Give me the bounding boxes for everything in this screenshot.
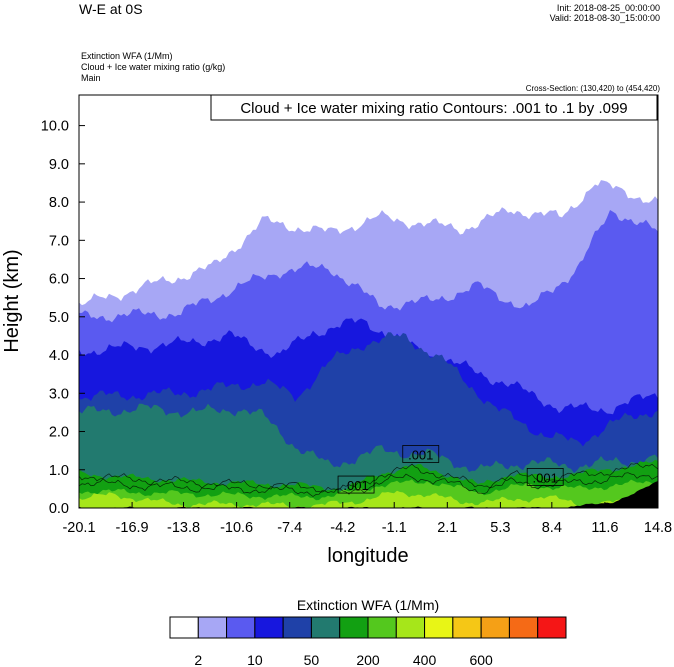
y-tick-label: 0.0 bbox=[49, 501, 69, 517]
colorbar-box bbox=[452, 616, 482, 639]
shading-level-400 bbox=[79, 490, 658, 508]
colorbar-boxes bbox=[169, 616, 567, 639]
colorbar: Extinction WFA (1/Mm) 2 10 50 200 400 600 bbox=[169, 597, 567, 667]
colorbar-label: 600 bbox=[469, 652, 493, 667]
x-tick-label: 2.1 bbox=[437, 520, 457, 536]
colorbar-box bbox=[169, 616, 199, 639]
colorbar-box bbox=[395, 616, 426, 639]
y-tick-label: 1.0 bbox=[49, 463, 69, 479]
valid-time: Valid: 2018-08-30_15:00:00 bbox=[549, 13, 660, 23]
field-name-main: Main bbox=[81, 73, 101, 83]
contour-label: .001 bbox=[408, 447, 433, 462]
y-tick-label: 3.0 bbox=[49, 386, 69, 402]
terrain bbox=[79, 481, 658, 508]
y-tick-label: 8.0 bbox=[49, 195, 69, 211]
y-tick-label: 6.0 bbox=[49, 272, 69, 288]
colorbar-label: 400 bbox=[413, 652, 437, 667]
y-tick-label: 10.0 bbox=[41, 119, 69, 135]
colorbar-box bbox=[339, 616, 369, 639]
contour-line bbox=[79, 472, 658, 497]
colorbar-box bbox=[367, 616, 397, 639]
colorbar-label: 200 bbox=[356, 652, 380, 667]
contour-title: Cloud + Ice water mixing ratio Contours:… bbox=[240, 100, 627, 117]
plot-area bbox=[79, 95, 658, 508]
init-time: Init: 2018-08-25_00:00:00 bbox=[556, 3, 660, 13]
x-axis: -20.1 -16.9 -13.8 -10.6 -7.4 -4.2 -1.1 2.1 5.3 8.… bbox=[62, 502, 672, 536]
colorbar-box bbox=[282, 616, 312, 639]
y-axis: 0.0 1.0 2.0 3.0 4.0 5.0 6.0 7.0 8.0 9.0 10.0 bbox=[41, 119, 85, 517]
contour-label: .001 bbox=[533, 470, 558, 485]
contour-label-box bbox=[337, 475, 375, 494]
colorbar-label: 2 bbox=[194, 652, 202, 667]
x-tick-label: 8.4 bbox=[542, 520, 562, 536]
colorbar-box bbox=[226, 616, 256, 639]
field-name-extinction: Extinction WFA (1/Mm) bbox=[81, 51, 173, 61]
cross-section-label: Cross-Section: (130,420) to (454,420) bbox=[525, 84, 660, 93]
colorbar-box bbox=[537, 616, 567, 639]
colorbar-label: 50 bbox=[304, 652, 320, 667]
colorbar-box bbox=[197, 616, 228, 639]
colorbar-box bbox=[508, 616, 539, 639]
colorbar-box bbox=[254, 616, 284, 639]
x-tick-label: -10.6 bbox=[220, 520, 253, 536]
y-tick-label: 9.0 bbox=[49, 157, 69, 173]
shading-layers bbox=[79, 180, 658, 508]
x-tick-label: -13.8 bbox=[167, 520, 200, 536]
y-tick-label: 4.0 bbox=[49, 348, 69, 364]
x-axis-label: longitude bbox=[327, 545, 408, 567]
y-tick-label: 7.0 bbox=[49, 233, 69, 249]
y-tick-label: 5.0 bbox=[49, 310, 69, 326]
shading-level-300 bbox=[79, 479, 658, 508]
x-tick-label: 14.8 bbox=[644, 520, 672, 536]
x-tick-label: -7.4 bbox=[277, 520, 302, 536]
x-tick-label: -20.1 bbox=[62, 520, 95, 536]
contour-lines bbox=[79, 462, 658, 497]
colorbar-label: 10 bbox=[247, 652, 263, 667]
x-tick-label: 11.6 bbox=[591, 520, 618, 536]
colorbar-box bbox=[310, 616, 341, 639]
colorbar-box bbox=[424, 616, 454, 639]
y-tick-label: 2.0 bbox=[49, 425, 69, 441]
colorbar-labels: 2 10 50 200 400 600 bbox=[194, 652, 493, 667]
contour-label-box bbox=[526, 468, 564, 486]
x-tick-label: -4.2 bbox=[330, 520, 355, 536]
contour-title-box: Cloud + Ice water mixing ratio Contours:… bbox=[210, 94, 658, 121]
plot-title: W-E at 0S bbox=[79, 1, 143, 17]
contour-label: .001 bbox=[343, 478, 368, 493]
x-tick-label: -1.1 bbox=[382, 520, 407, 536]
x-tick-label: 5.3 bbox=[490, 520, 510, 536]
contour-labels: .001 .001 .001 bbox=[337, 445, 564, 494]
field-name-mixing-ratio: Cloud + Ice water mixing ratio (g/kg) bbox=[81, 62, 226, 72]
colorbar-box bbox=[480, 616, 510, 639]
contour-line bbox=[79, 462, 658, 493]
contour-label-box bbox=[402, 445, 440, 463]
colorbar-title: Extinction WFA (1/Mm) bbox=[297, 597, 439, 613]
x-tick-label: -16.9 bbox=[116, 520, 149, 536]
y-axis-label: Height (km) bbox=[1, 249, 23, 352]
